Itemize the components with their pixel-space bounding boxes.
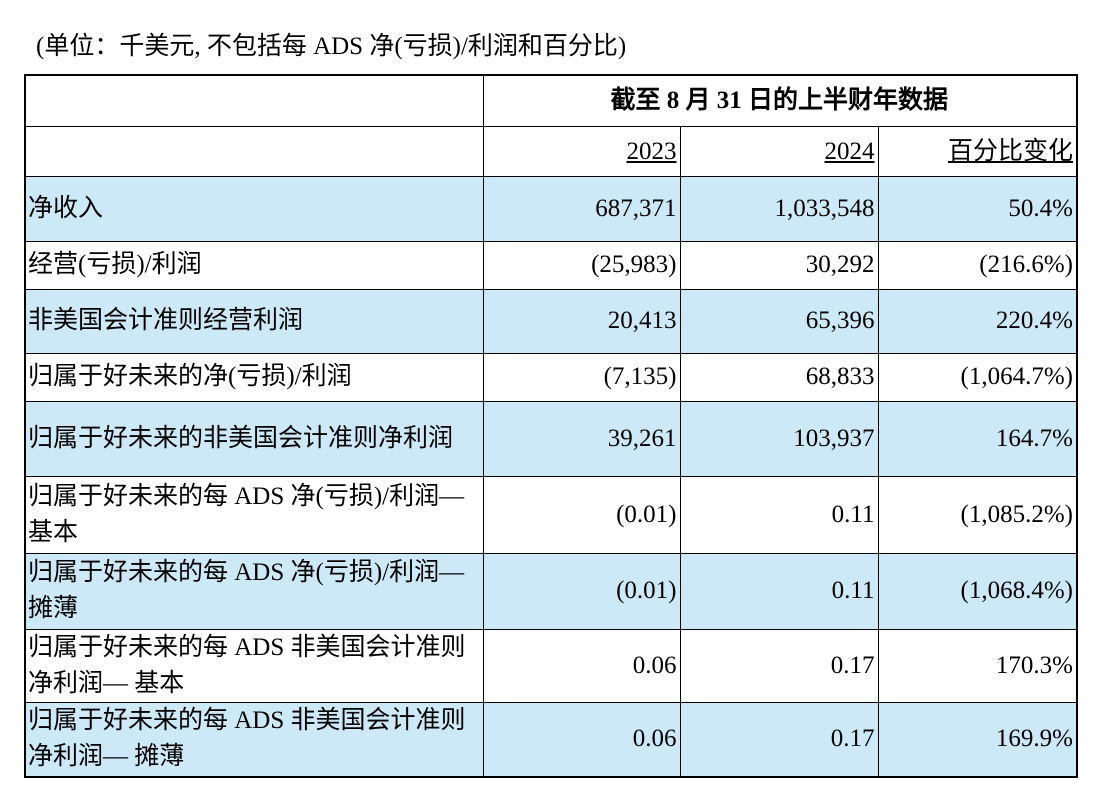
data-row: 归属于好未来的非美国会计准则净利润 39,261 103,937 164.7% <box>24 400 1078 477</box>
value-cell: 65,396 <box>679 288 879 354</box>
value-cell: 0.17 <box>679 628 879 703</box>
column-header: 2024 <box>824 137 875 165</box>
value-cell: 50.4% <box>877 175 1078 242</box>
value-cell: 1,033,548 <box>679 175 879 242</box>
value-cell: 0.11 <box>679 475 879 554</box>
column-header-cell: 2024 <box>679 125 879 177</box>
value-cell: 170.3% <box>877 628 1078 703</box>
column-header: 2023 <box>626 137 677 165</box>
data-row: 归属于好未来的每 ADS 非美国会计准则净利润— 摊薄 0.06 0.17 169.9… <box>24 701 1078 778</box>
data-row: 净收入 687,371 1,033,548 50.4% <box>24 175 1078 242</box>
column-header-row: 2023 2024 百分比变化 <box>24 125 1078 177</box>
row-label: 非美国会计准则经营利润 <box>24 288 484 354</box>
value-cell: 20,413 <box>482 288 681 354</box>
row-label: 归属于好未来的净(亏损)/利润 <box>24 352 484 402</box>
group-header: 截至 8 月 31 日的上半财年数据 <box>482 74 1078 127</box>
row-label: 净收入 <box>24 175 484 242</box>
value-cell: (1,085.2%) <box>877 475 1078 554</box>
value-cell: 0.11 <box>679 552 879 630</box>
value-cell: 164.7% <box>877 400 1078 477</box>
value-cell: 0.06 <box>482 628 681 703</box>
data-row: 归属于好未来的每 ADS 非美国会计准则净利润— 基本 0.06 0.17 170.3… <box>24 628 1078 703</box>
value-cell: 169.9% <box>877 701 1078 778</box>
column-header-cell: 百分比变化 <box>877 125 1078 177</box>
table: 截至 8 月 31 日的上半财年数据 2023 2024 百分比变化净收入 687,3… <box>24 74 1078 778</box>
table-body: 截至 8 月 31 日的上半财年数据 2023 2024 百分比变化净收入 687,3… <box>24 74 1078 778</box>
data-row: 经营(亏损)/利润 (25,983) 30,292 (216.6%) <box>24 240 1078 290</box>
value-cell: 220.4% <box>877 288 1078 354</box>
value-cell: 68,833 <box>679 352 879 402</box>
empty-cell <box>24 74 484 127</box>
row-label: 归属于好未来的每 ADS 净(亏损)/利润— 基本 <box>24 475 484 554</box>
value-cell: (1,064.7%) <box>877 352 1078 402</box>
value-cell: 30,292 <box>679 240 879 290</box>
row-label: 经营(亏损)/利润 <box>24 240 484 290</box>
header-row: 截至 8 月 31 日的上半财年数据 <box>24 74 1078 127</box>
value-cell: (0.01) <box>482 552 681 630</box>
caption: (单位：千美元, 不包括每 ADS 净(亏损)/利润和百分比) <box>36 33 627 60</box>
value-cell: (25,983) <box>482 240 681 290</box>
row-label: 归属于好未来的每 ADS 净(亏损)/利润— 摊薄 <box>24 552 484 630</box>
value-cell: 687,371 <box>482 175 681 242</box>
data-row: 归属于好未来的净(亏损)/利润 (7,135) 68,833 (1,064.7%) <box>24 352 1078 402</box>
value-cell: (0.01) <box>482 475 681 554</box>
data-row: 归属于好未来的每 ADS 净(亏损)/利润— 摊薄 (0.01) 0.11 (1,06… <box>24 552 1078 630</box>
column-header: 百分比变化 <box>947 137 1073 165</box>
row-label: 归属于好未来的每 ADS 非美国会计准则净利润— 摊薄 <box>24 701 484 778</box>
data-row: 归属于好未来的每 ADS 净(亏损)/利润— 基本 (0.01) 0.11 (1,08… <box>24 475 1078 554</box>
value-cell: 0.17 <box>679 701 879 778</box>
column-header-cell: 2023 <box>482 125 681 177</box>
value-cell: 0.06 <box>482 701 681 778</box>
row-label: 归属于好未来的每 ADS 非美国会计准则净利润— 基本 <box>24 628 484 703</box>
data-row: 非美国会计准则经营利润 20,413 65,396 220.4% <box>24 288 1078 354</box>
value-cell: (216.6%) <box>877 240 1078 290</box>
value-cell: 103,937 <box>679 400 879 477</box>
value-cell: 39,261 <box>482 400 681 477</box>
value-cell: (1,068.4%) <box>877 552 1078 630</box>
row-label: 归属于好未来的非美国会计准则净利润 <box>24 400 484 477</box>
value-cell: (7,135) <box>482 352 681 402</box>
empty-cell <box>24 125 484 177</box>
